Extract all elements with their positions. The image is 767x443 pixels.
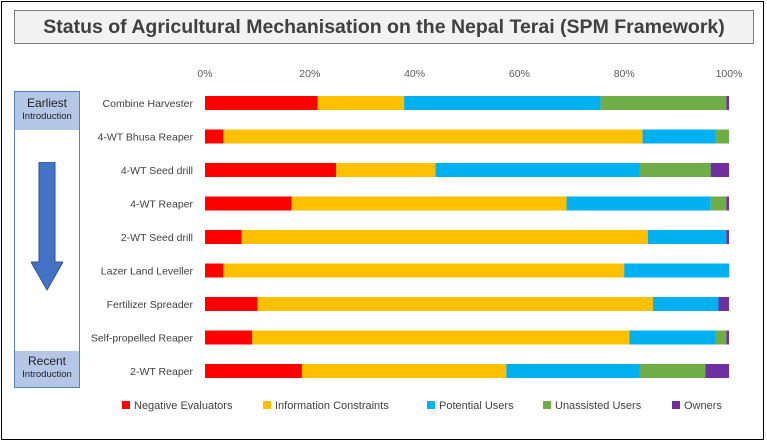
bar-segment: [726, 330, 729, 345]
legend-label: Potential Users: [439, 400, 514, 412]
bar-segment: [710, 196, 727, 211]
bar-segment: [205, 196, 292, 211]
bar-segment: [205, 330, 253, 345]
bar-segment: [639, 364, 706, 378]
bar-segment: [301, 364, 507, 378]
bar-segment: [726, 196, 729, 211]
title-box: Status of Agricultural Mechanisation on …: [14, 10, 754, 44]
category-label: 4-WT Reaper: [130, 199, 193, 211]
bar-segment: [705, 364, 729, 378]
legend-swatch: [122, 401, 130, 409]
earliest-introduction-label: Introduction: [22, 111, 72, 122]
bar-segment: [205, 163, 336, 177]
bar-segment: [435, 163, 640, 177]
category-label: Fertilizer Spreader: [107, 299, 194, 311]
down-arrow-icon: [31, 162, 63, 292]
bar-segment: [404, 96, 601, 110]
legend-swatch: [427, 401, 435, 409]
x-tick-label: 40%: [404, 68, 425, 80]
legend-swatch: [543, 401, 551, 409]
bar-segment: [223, 129, 643, 144]
bar-segment: [205, 364, 302, 378]
bar-segment: [205, 129, 224, 144]
recent-label: Recent: [27, 354, 67, 368]
legend-label: Information Constraints: [275, 400, 389, 412]
legend-label: Owners: [684, 400, 722, 412]
category-label: 4-WT Seed drill: [121, 165, 193, 177]
category-label: 4-WT Bhusa Reaper: [97, 132, 193, 144]
bar-segment: [252, 330, 630, 345]
category-label: Self-propelled Reaper: [91, 333, 194, 345]
bar-segment: [257, 297, 654, 311]
legend-label: Negative Evaluators: [134, 400, 233, 412]
bar-segment: [642, 129, 716, 144]
bar-segment: [639, 163, 711, 177]
category-label: 2-WT Reaper: [130, 366, 193, 378]
legend-swatch: [672, 401, 680, 409]
introduction-timeline: Earliest Introduction Recent Introductio…: [14, 91, 80, 388]
legend-swatch: [263, 401, 271, 409]
bar-segment: [726, 96, 729, 110]
down-arrow-shape: [31, 162, 63, 292]
bar-segment: [726, 230, 729, 244]
x-tick-label: 100%: [716, 68, 743, 80]
bar-segment: [647, 230, 727, 244]
bar-segment: [653, 297, 719, 311]
bar-segment: [624, 263, 729, 278]
bar-segment: [205, 263, 224, 278]
category-label: 2-WT Seed drill: [121, 232, 193, 244]
bar-segment: [223, 263, 625, 278]
bar-segment: [317, 96, 405, 110]
bar-segment: [710, 163, 729, 177]
bar-segment: [241, 230, 648, 244]
bar-segment: [205, 297, 258, 311]
legend-label: Unassisted Users: [555, 400, 642, 412]
bar-segment: [506, 364, 640, 378]
x-tick-label: 60%: [509, 68, 530, 80]
bar-segment: [205, 96, 318, 110]
category-label: Lazer Land Leveller: [101, 266, 194, 278]
bar-segment: [629, 330, 716, 345]
chart-title: Status of Agricultural Mechanisation on …: [43, 15, 725, 38]
x-tick-label: 20%: [299, 68, 320, 80]
bar-segment: [336, 163, 436, 177]
bar-segment: [715, 330, 727, 345]
bar-segment: [291, 196, 567, 211]
bar-segment: [566, 196, 711, 211]
recent-introduction-box: Recent Introduction: [15, 351, 79, 387]
bar-segment: [600, 96, 727, 110]
bar-segment: [205, 230, 242, 244]
category-label: Combine Harvester: [103, 98, 194, 110]
bar-segment: [715, 129, 729, 144]
bar-segment: [718, 297, 729, 311]
x-tick-label: 0%: [197, 68, 212, 80]
earliest-introduction-box: Earliest Introduction: [15, 92, 79, 130]
earliest-label: Earliest: [26, 96, 67, 110]
recent-introduction-label: Introduction: [22, 369, 72, 380]
x-tick-label: 80%: [614, 68, 635, 80]
